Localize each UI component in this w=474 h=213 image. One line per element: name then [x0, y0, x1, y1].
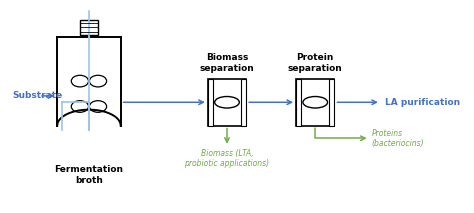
Bar — [81, 20, 98, 35]
Bar — [296, 79, 335, 125]
Bar — [296, 79, 301, 125]
Bar — [208, 79, 246, 125]
Text: Proteins
(bacteriocins): Proteins (bacteriocins) — [372, 128, 424, 148]
Text: Fermentation
broth: Fermentation broth — [55, 166, 123, 185]
Text: Biomass (LTA,
probiotic applications): Biomass (LTA, probiotic applications) — [184, 149, 270, 168]
Text: Protein
separation: Protein separation — [288, 53, 343, 73]
Bar — [208, 79, 213, 125]
Bar — [241, 79, 246, 125]
Text: Substrate: Substrate — [12, 91, 62, 100]
Text: Biomass
separation: Biomass separation — [200, 53, 255, 73]
Bar — [329, 79, 335, 125]
Text: LA purification: LA purification — [385, 98, 461, 107]
